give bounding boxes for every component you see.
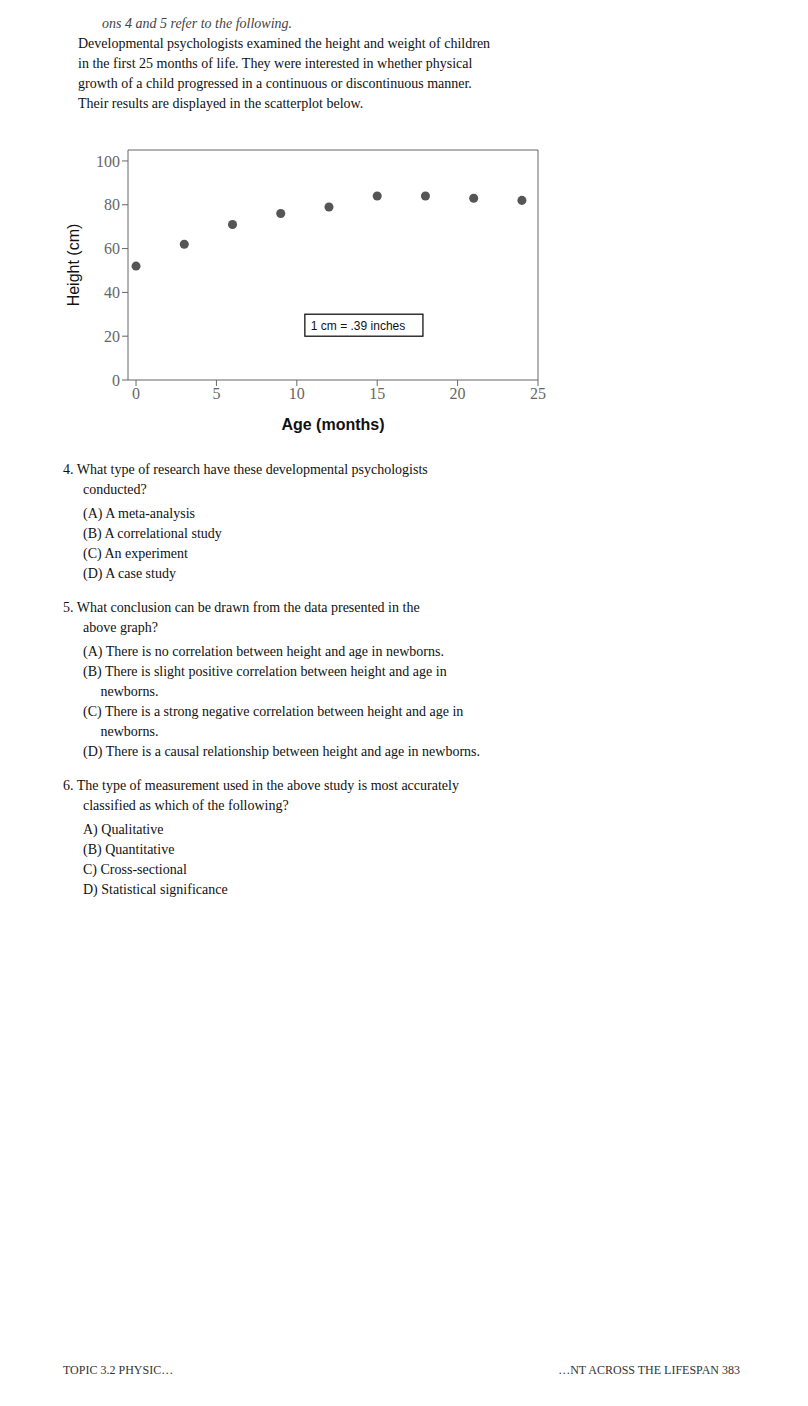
html-text:ons 4 and 5 refer to the follo: ons 4 and 5 refer to the following. xyxy=(102,16,292,31)
html-text:C) Cross-sectional: C) Cross-sectional xyxy=(83,862,187,877)
html-text:growth of a child progressed i: growth of a child progressed in a contin… xyxy=(78,76,472,91)
html-text:5. What conclusion can be draw: 5. What conclusion can be drawn from the… xyxy=(63,600,420,615)
html-text:6. The type of measurement use: 6. The type of measurement used in the a… xyxy=(63,778,459,793)
html-text:(C) There is a strong negative: (C) There is a strong negative correlati… xyxy=(83,704,464,719)
html-text:A) Qualitative: A) Qualitative xyxy=(83,822,164,837)
html-text:TOPIC 3.2 PHYSIC…: TOPIC 3.2 PHYSIC… xyxy=(63,1363,174,1377)
html-text:(B) A correlational study: (B) A correlational study xyxy=(83,526,222,541)
svg-text:40: 40 xyxy=(104,284,120,301)
svg-text:80: 80 xyxy=(104,196,120,213)
svg-text:15: 15 xyxy=(369,385,385,402)
html-text:(C) An experiment: (C) An experiment xyxy=(83,546,188,561)
svg-text:5: 5 xyxy=(212,385,220,402)
svg-text:25: 25 xyxy=(530,385,546,402)
svg-text:20: 20 xyxy=(450,385,466,402)
html-text:4. What type of research have: 4. What type of research have these deve… xyxy=(63,462,428,477)
svg-text:Height (cm): Height (cm) xyxy=(65,224,82,307)
html-text:in the first 25 months of life: in the first 25 months of life. They wer… xyxy=(78,56,473,71)
html-text:Their results are displayed in: Their results are displayed in the scatt… xyxy=(78,96,364,111)
html-text:newborns.: newborns. xyxy=(83,724,159,739)
html-text:Developmental psychologists ex: Developmental psychologists examined the… xyxy=(78,36,491,51)
html-text:(A) A meta-analysis: (A) A meta-analysis xyxy=(83,506,195,521)
svg-text:60: 60 xyxy=(104,240,120,257)
svg-text:0: 0 xyxy=(132,385,140,402)
html-text:above graph?: above graph? xyxy=(83,620,158,635)
svg-text:20: 20 xyxy=(104,328,120,345)
html-text:(B) There is slight positive c: (B) There is slight positive correlation… xyxy=(83,664,447,679)
svg-text:1 cm = .39 inches: 1 cm = .39 inches xyxy=(311,319,405,333)
html-text:(B) Quantitative: (B) Quantitative xyxy=(83,842,175,857)
svg-text:100: 100 xyxy=(96,153,120,170)
html-text:…NT ACROSS THE LIFESPAN 383: …NT ACROSS THE LIFESPAN 383 xyxy=(558,1363,740,1377)
svg-text:0: 0 xyxy=(112,372,120,389)
html-text:(D) A case study: (D) A case study xyxy=(83,566,176,581)
html-text:(A) There is no correlation be: (A) There is no correlation between heig… xyxy=(83,644,444,659)
html-text:(D) There is a causal relation: (D) There is a causal relationship betwe… xyxy=(83,744,481,759)
html-text:conducted?: conducted? xyxy=(83,482,147,497)
html-text:classified as which of the fol: classified as which of the following? xyxy=(83,798,289,813)
svg-text:10: 10 xyxy=(289,385,305,402)
html-text:newborns.: newborns. xyxy=(83,684,159,699)
html-text:D) Statistical significance: D) Statistical significance xyxy=(83,882,228,897)
svg-text:Age (months): Age (months) xyxy=(281,416,384,433)
